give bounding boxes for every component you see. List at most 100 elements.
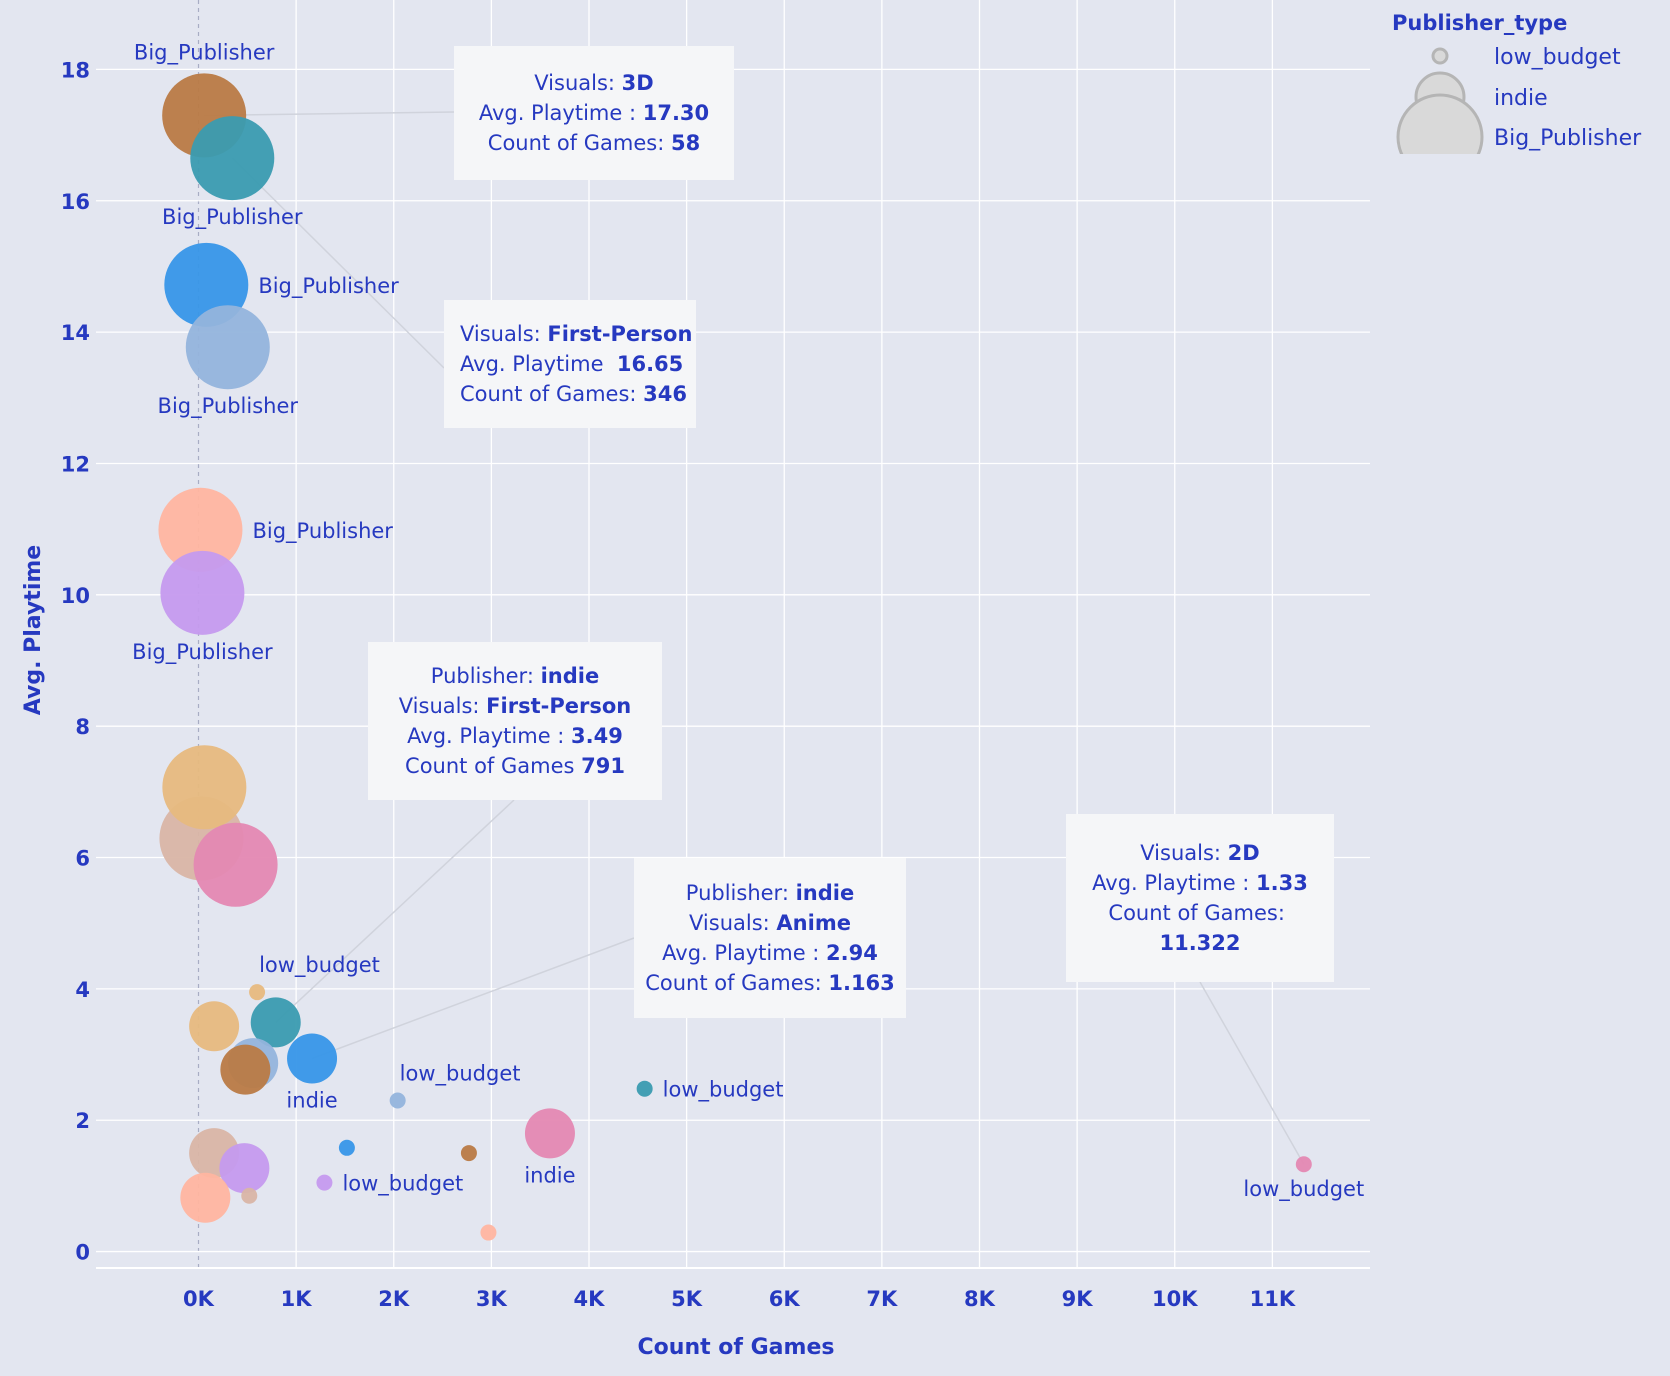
data-point [241, 1187, 258, 1204]
annotation-2d: Visuals: 2D Avg. Playtime : 1.33 Count of … [1066, 814, 1334, 982]
annotation-line: Visuals: First-Person [368, 691, 662, 721]
annotation-first-person-indie: Publisher: indie Visuals: First-Person Avg… [368, 642, 662, 800]
annotation-connector [275, 799, 515, 1023]
annotation-key: Publisher: [685, 881, 796, 905]
legend-label: low_budget [1494, 45, 1621, 70]
annotation-line: Visuals: First-Person [460, 319, 696, 349]
point-label: Big_Publisher [158, 394, 299, 419]
annotation-line: Publisher: indie [634, 878, 906, 908]
x-tick-label: 3K [476, 1287, 508, 1311]
y-tick-label: 0 [75, 1241, 90, 1265]
y-tick-label: 6 [75, 847, 90, 871]
annotation-value: indie [795, 881, 855, 905]
point-label: Big_Publisher [134, 40, 275, 65]
annotation-value: 11.322 [1159, 931, 1241, 955]
x-tick-label: 11K [1250, 1287, 1296, 1311]
annotation-key: Publisher: [430, 664, 541, 688]
annotation-key: Count of Games [405, 754, 582, 778]
legend-size-marker [1431, 47, 1449, 65]
point-label: Big_Publisher [252, 519, 393, 544]
annotation-key: Count of Games: [645, 971, 829, 995]
annotation-line: Visuals: Anime [634, 908, 906, 938]
x-tick-label: 8K [964, 1287, 996, 1311]
annotation-line: Count of Games: 346 [460, 379, 696, 409]
data-point [338, 1139, 355, 1156]
annotation-3d: Visuals: 3D Avg. Playtime : 17.30 Count of… [454, 46, 734, 180]
annotation-key: Visuals: [460, 322, 548, 346]
y-tick-label: 14 [61, 321, 90, 345]
point-label: Big_Publisher [258, 274, 399, 299]
point-label: low_budget [663, 1078, 784, 1103]
annotation-line: Count of Games: 1.163 [634, 968, 906, 998]
data-point [287, 1033, 338, 1084]
y-axis: 0 2 4 6 8 10 12 14 16 18 [61, 58, 90, 1264]
data-point [389, 1092, 406, 1109]
data-point [524, 1108, 575, 1159]
x-tick-label: 1K [281, 1287, 313, 1311]
data-point [185, 305, 270, 390]
annotation-value: 346 [643, 382, 688, 406]
annotation-line: Avg. Playtime 16.65 [460, 349, 696, 379]
annotation-value: indie [540, 664, 600, 688]
annotation-value: 1.33 [1256, 871, 1308, 895]
legend-clip [1380, 154, 1500, 214]
annotation-line: Visuals: 3D [454, 68, 734, 98]
point-label: low_budget [1243, 1177, 1364, 1202]
annotation-key: Avg. Playtime : [662, 941, 827, 965]
annotation-value: 17.30 [642, 101, 710, 125]
annotation-key: Avg. Playtime : [407, 724, 572, 748]
annotation-line: 11.322 [1066, 928, 1334, 958]
annotation-line: Count of Games: 58 [454, 128, 734, 158]
annotation-value: 2D [1227, 841, 1260, 865]
annotation-key: Count of Games: [1108, 901, 1292, 925]
data-point [636, 1080, 653, 1097]
annotation-first-person-big: Visuals: First-Person Avg. Playtime 16.65… [444, 300, 696, 428]
legend-label: Big_Publisher [1494, 126, 1642, 151]
gridlines [96, 0, 1370, 1269]
x-tick-label: 4K [574, 1287, 606, 1311]
annotation-connector [1199, 981, 1305, 1165]
x-axis: 0K 1K 2K 3K 4K 5K 6K 7K 8K 9K 10K 11K [183, 1287, 1296, 1311]
x-tick-label: 6K [769, 1287, 801, 1311]
point-label: indie [524, 1163, 575, 1187]
point-label: low_budget [342, 1172, 463, 1197]
annotation-line: Count of Games: [1066, 898, 1334, 928]
annotation-key: Avg. Playtime [460, 352, 617, 376]
annotation-value: 16.65 [616, 352, 684, 376]
annotation-value: First-Person [547, 322, 693, 346]
y-tick-label: 4 [75, 978, 90, 1002]
data-point [480, 1224, 497, 1241]
x-tick-label: 2K [378, 1287, 410, 1311]
data-point [220, 1044, 271, 1095]
legend-title: Publisher_type [1392, 11, 1567, 35]
annotation-value: First-Person [486, 694, 632, 718]
data-point [219, 1143, 270, 1194]
annotation-connector [231, 157, 445, 369]
annotation-line: Publisher: indie [368, 661, 662, 691]
data-point [316, 1174, 333, 1191]
data-point [180, 1172, 231, 1223]
x-axis-title: Count of Games [638, 1335, 835, 1360]
annotation-line: Avg. Playtime : 17.30 [454, 98, 734, 128]
point-label: low_budget [259, 953, 380, 978]
point-label: indie [286, 1088, 337, 1112]
annotation-value: 2.94 [826, 941, 878, 965]
annotation-key: Avg. Playtime : [1092, 871, 1257, 895]
y-axis-title: Avg. Playtime [21, 545, 46, 715]
point-label: Big_Publisher [132, 640, 273, 665]
data-point [250, 997, 301, 1048]
data-point [158, 487, 243, 572]
annotation-value: 3D [621, 71, 654, 95]
annotation-line: Avg. Playtime : 2.94 [634, 938, 906, 968]
annotation-value: 58 [670, 131, 701, 155]
x-tick-label: 9K [1062, 1287, 1094, 1311]
legend-label: indie [1494, 86, 1548, 111]
annotation-value: Anime [776, 911, 851, 935]
point-label: Big_Publisher [162, 205, 303, 230]
point-label: low_budget [400, 1062, 521, 1087]
annotation-line: Count of Games 791 [368, 751, 662, 781]
annotation-connector [311, 937, 635, 1060]
annotation-key: Count of Games: [460, 382, 644, 406]
